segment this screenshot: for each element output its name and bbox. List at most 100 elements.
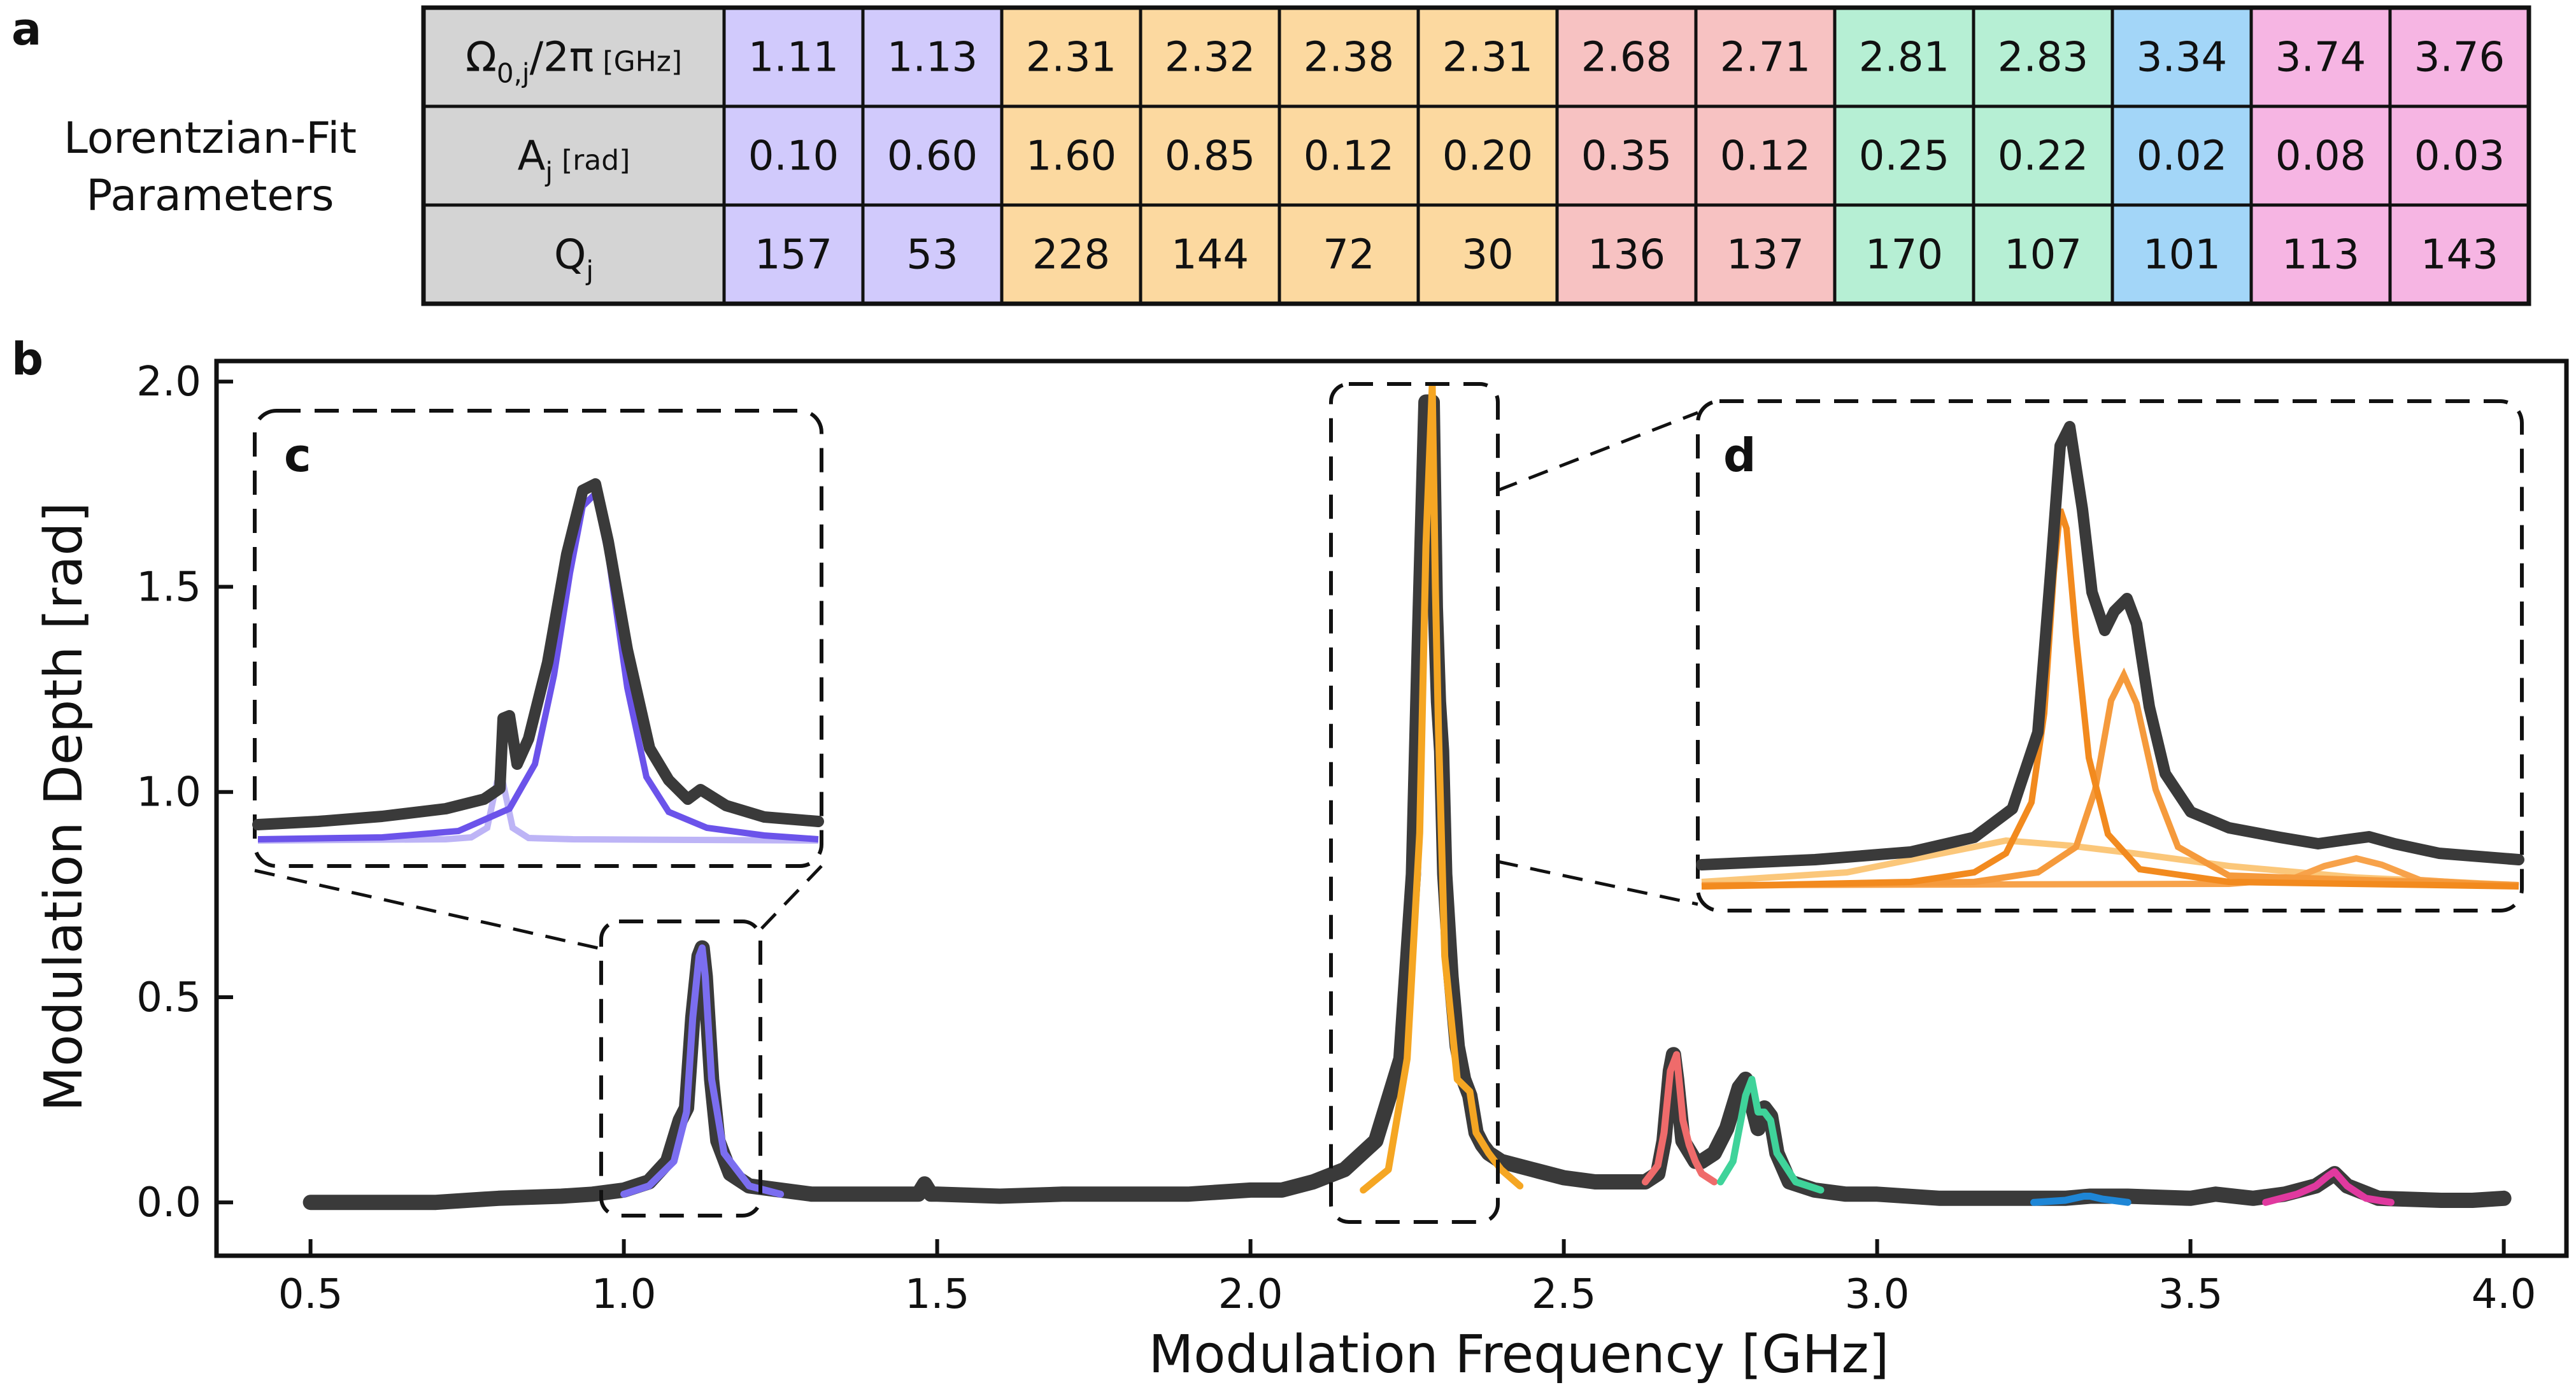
table-cell-value: 228 (1032, 232, 1110, 279)
table-row-header: Aj [rad] (518, 133, 630, 188)
x-tick-label: 0.5 (278, 1271, 343, 1318)
inset-d-frame (1696, 399, 2524, 913)
table-cell-value: 113 (2282, 232, 2359, 279)
table-cell-value: 30 (1462, 232, 1513, 279)
table-cell-value: 2.38 (1304, 34, 1395, 82)
table-cell (1000, 203, 1142, 306)
table-cell-value: 0.35 (1581, 133, 1672, 180)
x-axis-label: Modulation Frequency [GHz] (1148, 1325, 1889, 1385)
table-outline (421, 5, 2531, 306)
table-title-line-1: Lorentzian-Fit (64, 113, 357, 164)
table-cell-value: 0.85 (1165, 133, 1256, 180)
panel-label-b: b (11, 333, 43, 385)
table-cell-value: 0.12 (1720, 133, 1811, 180)
table-cell (1694, 203, 1837, 306)
table-cell (1972, 104, 2114, 207)
table-cell-value: 2.31 (1442, 34, 1534, 82)
fit-series-line (1360, 382, 1524, 1194)
table-cell-value: 1.11 (748, 34, 839, 82)
fit-series-line (1642, 1051, 1718, 1186)
zoom-box-d-region (1329, 382, 1500, 1224)
table-row-header-cell (422, 203, 726, 306)
inset-d-fit-peak-2 (1701, 667, 2519, 890)
table-cell-value: 53 (906, 232, 958, 279)
fit-parameter-table: Ω0,j/2π [GHz] Aj [rad] Qj 1.11 1.13 2.31 2.32 2… (421, 5, 2531, 306)
table-cell (1972, 203, 2114, 306)
table-cell-value: 2.32 (1165, 34, 1256, 82)
table-cell (1555, 6, 1698, 108)
table-cell-value: 1.13 (887, 34, 978, 82)
table-cell-value: 2.31 (1026, 34, 1117, 82)
table-cell (1139, 6, 1281, 108)
y-tick-label: 0.5 (136, 974, 201, 1021)
table-row-header: Qj (554, 232, 594, 287)
connector-d-top (1497, 411, 1698, 492)
x-tick-label: 2.0 (1218, 1271, 1283, 1318)
x-tick-label: 4.0 (2472, 1271, 2537, 1318)
table-cell (1000, 104, 1142, 207)
y-tick-label: 0.0 (136, 1179, 201, 1226)
panel-label-c: c (284, 429, 311, 482)
table-cell-value: 2.68 (1581, 34, 1672, 82)
fit-series-line (2262, 1168, 2395, 1206)
table-cell-value: 0.10 (748, 133, 839, 180)
table-cell-value: 3.76 (2414, 34, 2505, 82)
x-tick-label: 3.0 (1845, 1271, 1910, 1318)
table-cell (1833, 6, 1975, 108)
inset-c: c (252, 409, 824, 868)
table-cell-value: 0.03 (2414, 133, 2505, 180)
panel-label-a: a (11, 3, 41, 55)
table-cell-value: 143 (2421, 232, 2498, 279)
table-cell-value: 144 (1171, 232, 1249, 279)
table-cell-value: 0.02 (2137, 133, 2228, 180)
table-cell (2249, 203, 2392, 306)
fit-series-line (620, 944, 785, 1198)
y-axis-label: Modulation Depth [rad] (34, 502, 94, 1112)
connector-d-bottom (1497, 860, 1698, 906)
inset-d-measured (1696, 421, 2524, 870)
axis-ticks (217, 380, 2506, 1256)
inset-c-frame (253, 409, 823, 868)
table-cell (1416, 6, 1559, 108)
table-cell-value: 157 (755, 232, 832, 279)
table-cell-value: 3.34 (2137, 34, 2228, 82)
table-cell-value: 136 (1588, 232, 1665, 279)
table-row-header-cell (422, 6, 726, 108)
connector-c-left (254, 869, 602, 951)
table-cell (2249, 104, 2392, 207)
table-cell-value: 0.20 (1442, 133, 1534, 180)
table-row-header-cell (422, 104, 726, 207)
panel-label-d: d (1723, 429, 1756, 482)
table-cell-value: 0.25 (1859, 133, 1950, 180)
table-cell-value: 0.22 (1998, 133, 2089, 180)
table-cell-value: 101 (2143, 232, 2221, 279)
x-tick-label: 1.5 (905, 1271, 970, 1318)
table-cell (1139, 203, 1281, 306)
fit-series-line (1717, 1076, 1825, 1194)
x-tick-label: 1.0 (592, 1271, 657, 1318)
table-cell-value: 2.81 (1859, 34, 1950, 82)
table-cell (722, 203, 865, 306)
table-cell (1972, 6, 2114, 108)
table-cell-value: 1.60 (1026, 133, 1117, 180)
table-cell-value: 2.71 (1720, 34, 1811, 82)
x-tick-label: 2.5 (1532, 1271, 1597, 1318)
fit-series-line (2030, 1193, 2131, 1206)
table-cell-value: 3.74 (2275, 34, 2366, 82)
table-cell-value: 0.12 (1304, 133, 1395, 180)
inset-d: d (1696, 399, 2524, 913)
table-cell (1694, 104, 1837, 207)
table-title-line-2: Parameters (86, 171, 334, 221)
table-cell-value: 0.08 (2275, 133, 2366, 180)
table-cell (2388, 104, 2531, 207)
x-tick-label: 3.5 (2158, 1271, 2223, 1318)
connector-c-right (759, 865, 823, 931)
plot-area-frame (214, 359, 2569, 1258)
inset-c-measured (252, 478, 824, 830)
zoom-box-c-region (599, 920, 762, 1218)
table-cell-value: 2.83 (1998, 34, 2089, 82)
table-cell (1833, 203, 1975, 306)
y-tick-label: 2.0 (136, 359, 201, 406)
table-row-header: Ω0,j/2π [GHz] (466, 34, 682, 89)
